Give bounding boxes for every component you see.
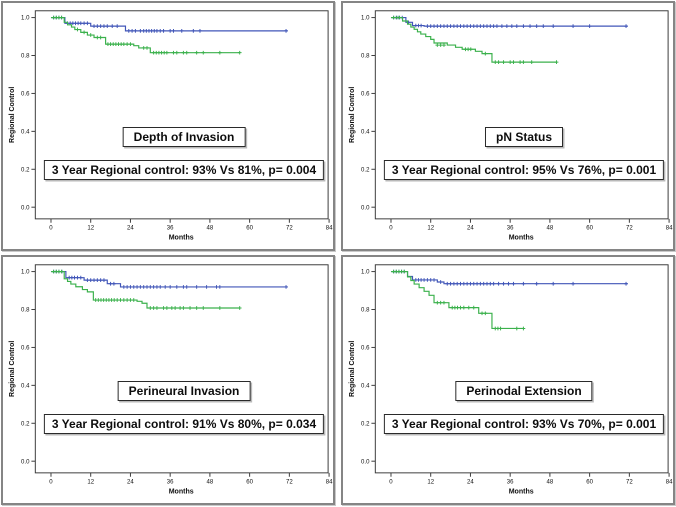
svg-text:24: 24 (127, 226, 134, 232)
factor-label-box: pN Status (484, 127, 564, 147)
svg-text:48: 48 (207, 226, 214, 232)
svg-text:0: 0 (389, 480, 393, 486)
svg-text:36: 36 (507, 480, 514, 486)
svg-text:Months: Months (509, 488, 534, 495)
svg-text:Months: Months (169, 234, 194, 241)
svg-text:72: 72 (286, 226, 293, 232)
factor-label: Perineural Invasion (128, 384, 240, 398)
svg-text:12: 12 (427, 226, 434, 232)
svg-text:60: 60 (586, 226, 593, 232)
svg-text:12: 12 (427, 480, 434, 486)
svg-text:0.4: 0.4 (361, 130, 370, 136)
svg-text:72: 72 (626, 226, 633, 232)
svg-text:12: 12 (87, 226, 94, 232)
svg-text:0: 0 (49, 480, 53, 486)
svg-text:1.0: 1.0 (361, 16, 370, 22)
svg-text:Regional Control: Regional Control (9, 87, 16, 143)
annotation-box: 3 Year Regional control: 93% Vs 81%, p= … (43, 160, 325, 180)
svg-text:Regional Control: Regional Control (349, 341, 356, 397)
svg-text:84: 84 (326, 226, 333, 232)
svg-text:0.8: 0.8 (361, 308, 370, 314)
annotation-text: 3 Year Regional control: 93% Vs 70%, p= … (391, 417, 657, 431)
svg-text:36: 36 (167, 480, 174, 486)
svg-text:0.8: 0.8 (21, 308, 30, 314)
svg-text:48: 48 (547, 226, 554, 232)
svg-text:0: 0 (389, 226, 393, 232)
svg-text:12: 12 (87, 480, 94, 486)
svg-text:0.8: 0.8 (361, 54, 370, 60)
factor-label: Depth of Invasion (133, 130, 235, 144)
km-chart: 0 12 24 36 48 60 72 84 Months 0.0 0.2 0.4 0.6 0.8 1.0 R… (349, 264, 673, 495)
svg-text:60: 60 (586, 480, 593, 486)
annotation-text: 3 Year Regional control: 93% Vs 81%, p= … (51, 163, 317, 177)
svg-text:0.8: 0.8 (21, 54, 30, 60)
factor-label: pN Status (495, 130, 553, 144)
svg-text:1.0: 1.0 (361, 270, 370, 276)
svg-text:36: 36 (167, 226, 174, 232)
svg-text:Regional Control: Regional Control (349, 87, 356, 143)
svg-text:0.0: 0.0 (361, 459, 370, 465)
svg-text:0.0: 0.0 (21, 205, 30, 211)
factor-label: Perinodal Extension (466, 384, 582, 398)
svg-text:0.4: 0.4 (21, 384, 30, 390)
svg-text:1.0: 1.0 (21, 270, 30, 276)
svg-text:36: 36 (507, 226, 514, 232)
annotation-box: 3 Year Regional control: 95% Vs 76%, p= … (383, 160, 665, 180)
svg-text:84: 84 (666, 226, 673, 232)
svg-text:0.2: 0.2 (21, 421, 30, 427)
svg-text:0.6: 0.6 (361, 92, 370, 98)
svg-text:Regional Control: Regional Control (9, 341, 16, 397)
km-panel-pn-status: 0 12 24 36 48 60 72 84 Months 0.0 0.2 0.4 0.6 0.8 1.0 R… (341, 1, 675, 251)
svg-text:0.6: 0.6 (361, 346, 370, 352)
svg-text:72: 72 (286, 480, 293, 486)
svg-text:0.2: 0.2 (361, 421, 370, 427)
svg-text:84: 84 (666, 480, 673, 486)
km-chart: 0 12 24 36 48 60 72 84 Months 0.0 0.2 0.4 0.6 0.8 1.0 R… (9, 10, 333, 241)
annotation-text: 3 Year Regional control: 91% Vs 80%, p= … (51, 417, 317, 431)
annotation-box: 3 Year Regional control: 93% Vs 70%, p= … (383, 414, 665, 434)
km-panel-perinodal-extension: 0 12 24 36 48 60 72 84 Months 0.0 0.2 0.4 0.6 0.8 1.0 R… (341, 255, 675, 505)
svg-text:24: 24 (467, 226, 474, 232)
svg-text:84: 84 (326, 480, 333, 486)
km-panel-perineural-invasion: 0 12 24 36 48 60 72 84 Months 0.0 0.2 0.4 0.6 0.8 1.0 R… (1, 255, 335, 505)
svg-text:24: 24 (127, 480, 134, 486)
svg-text:48: 48 (207, 480, 214, 486)
factor-label-box: Perineural Invasion (117, 381, 251, 401)
km-chart: 0 12 24 36 48 60 72 84 Months 0.0 0.2 0.4 0.6 0.8 1.0 R… (349, 10, 673, 241)
svg-text:0.4: 0.4 (361, 384, 370, 390)
svg-text:72: 72 (626, 480, 633, 486)
annotation-text: 3 Year Regional control: 95% Vs 76%, p= … (391, 163, 657, 177)
km-chart: 0 12 24 36 48 60 72 84 Months 0.0 0.2 0.4 0.6 0.8 1.0 R… (9, 264, 333, 495)
svg-text:48: 48 (547, 480, 554, 486)
svg-text:Months: Months (509, 234, 534, 241)
km-panel-depth-of-invasion: 0 12 24 36 48 60 72 84 Months 0.0 0.2 0.4 0.6 0.8 1.0 R… (1, 1, 335, 251)
svg-text:Months: Months (169, 488, 194, 495)
svg-text:0.0: 0.0 (21, 459, 30, 465)
svg-text:0.0: 0.0 (361, 205, 370, 211)
svg-text:0: 0 (49, 226, 53, 232)
svg-text:1.0: 1.0 (21, 16, 30, 22)
svg-text:60: 60 (246, 480, 253, 486)
svg-text:60: 60 (246, 226, 253, 232)
annotation-box: 3 Year Regional control: 91% Vs 80%, p= … (43, 414, 325, 434)
svg-text:0.4: 0.4 (21, 130, 30, 136)
svg-text:0.6: 0.6 (21, 346, 30, 352)
svg-text:24: 24 (467, 480, 474, 486)
svg-text:0.2: 0.2 (21, 167, 30, 173)
svg-text:0.6: 0.6 (21, 92, 30, 98)
svg-text:0.2: 0.2 (361, 167, 370, 173)
factor-label-box: Depth of Invasion (122, 127, 246, 147)
factor-label-box: Perinodal Extension (455, 381, 593, 401)
